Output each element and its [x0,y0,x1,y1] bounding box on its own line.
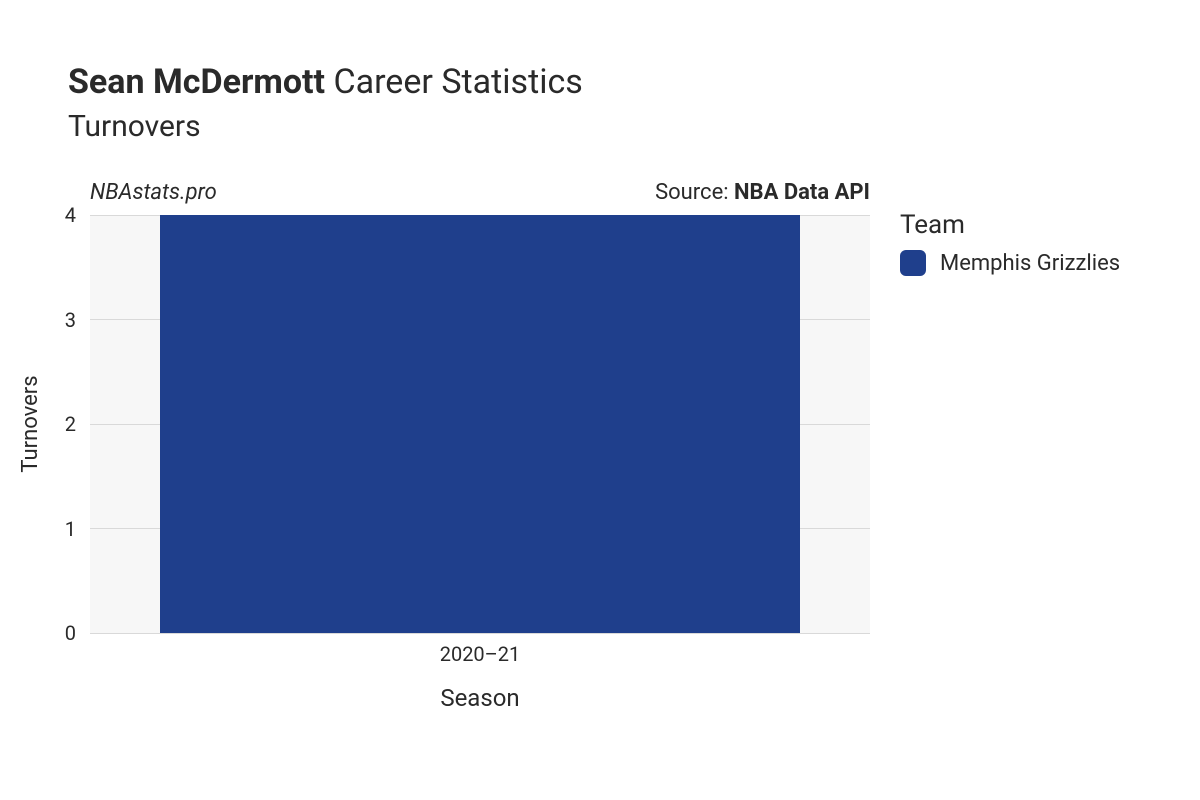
x-axis-title: Season [440,684,519,712]
y-tick-label: 0 [0,621,84,645]
legend-title: Team [900,210,1120,240]
legend-swatch [900,250,926,276]
meta-row: NBAstats.pro Source: NBA Data API [90,180,870,210]
y-tick-label: 2 [0,412,84,436]
legend-item: Memphis Grizzlies [900,250,1120,276]
chart-container: Sean McDermott Career Statistics Turnove… [0,0,1200,800]
title-rest: Career Statistics [325,62,583,102]
x-tick-label: 2020–21 [440,642,521,666]
legend-label: Memphis Grizzlies [940,251,1120,276]
title-bold: Sean McDermott [68,62,325,102]
title-block: Sean McDermott Career Statistics Turnove… [68,62,583,144]
bar [160,215,800,633]
legend: Team Memphis Grizzlies [900,210,1120,276]
y-tick-label: 4 [0,203,84,227]
plot-area [90,215,870,633]
chart-subtitle: Turnovers [68,109,583,144]
chart-title: Sean McDermott Career Statistics [68,62,583,103]
source-label: Source: [655,180,734,205]
y-tick-label: 1 [0,517,84,541]
source-name: NBA Data API [734,180,870,205]
source-credit: Source: NBA Data API [655,180,870,205]
legend-items: Memphis Grizzlies [900,250,1120,276]
y-tick-label: 3 [0,308,84,332]
site-credit: NBAstats.pro [90,180,217,205]
